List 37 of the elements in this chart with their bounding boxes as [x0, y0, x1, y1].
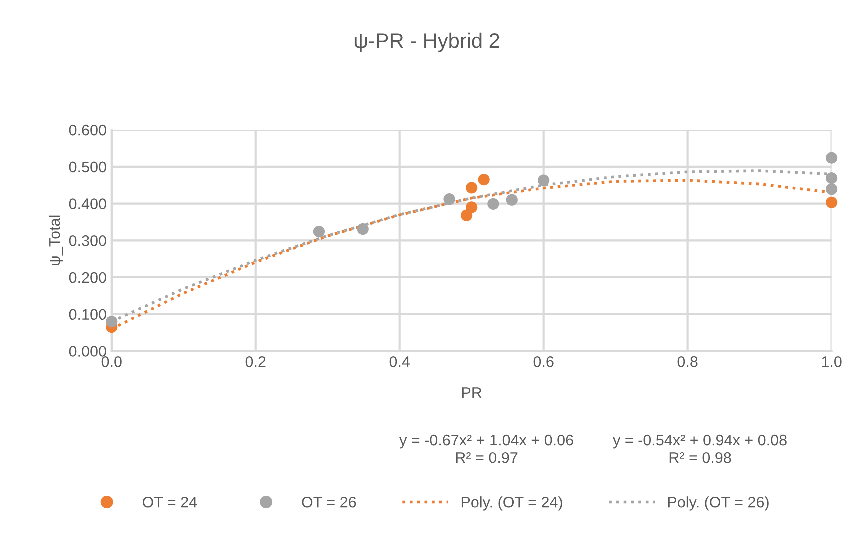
x-tick-label: 0.0 — [102, 356, 122, 368]
y-tick-label: 0.200 — [69, 272, 106, 284]
legend-label: OT = 24 — [142, 496, 198, 508]
chart-title: ψ-PR - Hybrid 2 — [354, 32, 500, 52]
y-tick-label: 0.100 — [69, 309, 106, 320]
point — [826, 196, 838, 208]
x-tick-label: 0.4 — [390, 356, 410, 368]
x-tick-label: 0.6 — [534, 356, 554, 368]
point — [466, 202, 478, 214]
legend-label: Poly. (OT = 26) — [668, 496, 769, 511]
y-tick-label: 0.500 — [69, 162, 106, 173]
legend-label: Poly. (OT = 24) — [462, 496, 562, 511]
point — [506, 194, 518, 206]
point — [466, 182, 478, 194]
y-tick-label: 0.600 — [69, 124, 106, 136]
legend-label: OT = 26 — [302, 496, 356, 508]
point — [826, 152, 838, 164]
point — [460, 210, 473, 222]
text: y = -0.67x² + 1.04x + 0.06 R² = 0.97 — [400, 434, 574, 464]
point — [357, 223, 369, 236]
point — [106, 316, 118, 328]
point — [488, 198, 500, 210]
point — [313, 226, 326, 238]
x-tick-label: 1.0 — [822, 356, 842, 368]
y-tick-label: 0.300 — [69, 236, 106, 246]
point — [444, 194, 456, 206]
text: y = -0.54x² + 0.94x + 0.08 R² = 0.98 — [613, 434, 787, 464]
y-axis-title: ψ_Total — [48, 216, 64, 266]
point — [538, 174, 550, 186]
point — [826, 172, 838, 184]
x-axis-title: PR — [462, 388, 482, 398]
x-tick-label: 0.2 — [246, 356, 266, 368]
point — [826, 184, 838, 196]
x-tick-label: 0.8 — [678, 356, 698, 368]
y-tick-label: 0.000 — [69, 346, 106, 357]
point — [478, 174, 490, 186]
y-tick-label: 0.400 — [69, 198, 106, 210]
